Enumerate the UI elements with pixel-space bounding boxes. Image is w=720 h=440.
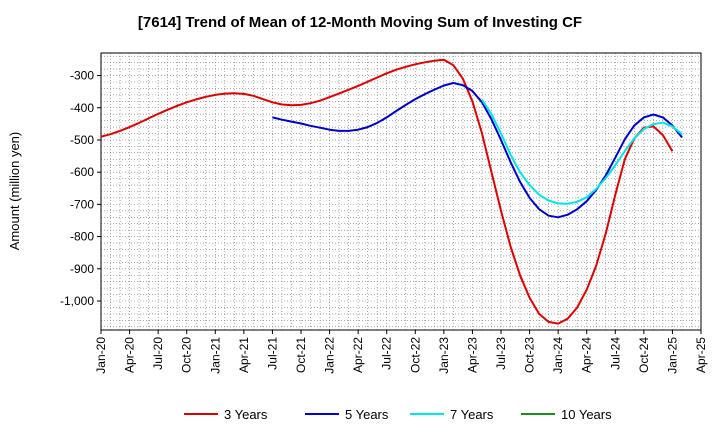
- plot-frame: [100, 52, 702, 331]
- y-tick-labels: -300 -400 -500 -600 -700 -800 -900 -1,000: [60, 69, 101, 308]
- x-tick-labels: Jan-20 Apr-20 Jul-20 Oct-20 Jan-21 Apr-21 Jul-…: [94, 330, 708, 374]
- x-tick-label: Jan-25: [665, 337, 679, 374]
- x-tick-label: Apr-21: [237, 337, 251, 373]
- x-tick-label: Apr-20: [123, 337, 137, 373]
- x-tick-label: Apr-22: [351, 337, 365, 373]
- legend-label: 3 Years: [224, 407, 268, 422]
- y-tick-label: -1,000: [60, 294, 94, 308]
- y-axis-label: Amount (million yen): [7, 132, 22, 251]
- x-tick-label: Jan-21: [208, 337, 222, 374]
- legend-label: 5 Years: [345, 407, 389, 422]
- x-tick-label: Oct-23: [523, 337, 537, 373]
- x-tick-label: Jul-23: [494, 337, 508, 370]
- x-tick-label: Apr-25: [694, 337, 708, 373]
- x-tick-label: Jul-20: [151, 337, 165, 370]
- chart-title: [7614] Trend of Mean of 12-Month Moving …: [138, 14, 582, 31]
- y-tick-label: -900: [70, 262, 94, 276]
- x-tick-label: Oct-24: [637, 337, 651, 373]
- legend-item: 10 Years: [521, 407, 612, 422]
- y-tick-label: -500: [70, 133, 94, 147]
- legend-item: 7 Years: [410, 407, 494, 422]
- series-line-5-years: [272, 82, 683, 219]
- y-tick-label: -600: [70, 165, 94, 179]
- y-tick-label: -800: [70, 230, 94, 244]
- y-tick-label: -300: [70, 69, 94, 83]
- y-tick-label: -700: [70, 197, 94, 211]
- x-tick-label: Oct-21: [294, 337, 308, 373]
- x-tick-label: Jan-24: [551, 337, 565, 374]
- series-line-7-years: [481, 99, 683, 205]
- legend-item: 5 Years: [305, 407, 389, 422]
- x-tick-label: Jan-20: [94, 337, 108, 374]
- legend-item: 3 Years: [184, 407, 268, 422]
- x-tick-label: Jul-22: [380, 337, 394, 370]
- legend: 3 Years 5 Years 7 Years 10 Years: [184, 407, 612, 422]
- grid-lines: [101, 53, 701, 330]
- x-tick-label: Jul-21: [265, 337, 279, 370]
- legend-label: 7 Years: [450, 407, 494, 422]
- x-tick-label: Oct-20: [180, 337, 194, 373]
- series-line-3-years: [100, 58, 674, 325]
- x-tick-label: Jan-22: [323, 337, 337, 374]
- x-tick-label: Jan-23: [437, 337, 451, 374]
- x-tick-label: Apr-24: [580, 337, 594, 373]
- x-tick-label: Apr-23: [465, 337, 479, 373]
- legend-label: 10 Years: [561, 407, 612, 422]
- series-lines: [100, 58, 683, 325]
- y-tick-label: -400: [70, 101, 94, 115]
- x-tick-label: Oct-22: [408, 337, 422, 373]
- x-tick-label: Jul-24: [608, 337, 622, 370]
